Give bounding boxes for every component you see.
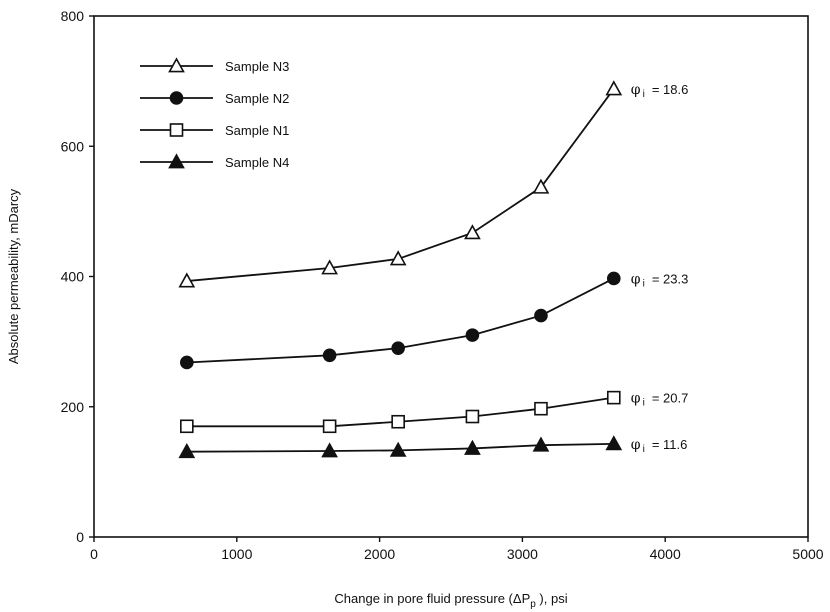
legend-marker [168, 153, 185, 169]
porosity-annotation: φ i = 23.3 [631, 271, 689, 289]
x-tick-label: 4000 [650, 546, 681, 562]
annotation-subscript: i [643, 89, 645, 100]
series-line [186, 88, 615, 282]
series-sample-n3 [178, 80, 623, 288]
data-point [465, 409, 480, 424]
series-line [186, 277, 615, 364]
series-line [186, 442, 614, 453]
data-point [465, 328, 480, 342]
data-point [391, 341, 405, 355]
x-tick-label: 5000 [792, 546, 823, 562]
legend-marker [169, 123, 184, 137]
annotations: φ i = 18.6φ i = 23.3φ i = 20.7φ i = 11.6 [631, 82, 689, 455]
x-tick-label: 0 [90, 546, 98, 562]
data-point [532, 436, 550, 452]
y-tick-label: 600 [61, 138, 85, 154]
data-point [321, 259, 338, 275]
annotation-symbol: φ [631, 391, 641, 407]
annotation-subscript: i [643, 398, 645, 409]
annotation-symbol: φ [631, 271, 641, 287]
data-point [532, 178, 550, 194]
legend-label: Sample N1 [225, 123, 289, 138]
annotation-value: = 18.6 [652, 82, 689, 97]
data-point [178, 443, 196, 459]
data-point [322, 419, 337, 434]
y-axis-title: Absolute permeability, mDarcy [6, 188, 21, 364]
x-tick-label: 2000 [364, 546, 395, 562]
y-tick-label: 200 [61, 399, 85, 415]
series-line [186, 396, 614, 428]
legend-entry: Sample N2 [140, 91, 289, 106]
data-point [606, 271, 621, 286]
x-tick-label: 3000 [507, 546, 538, 562]
x-axis-title-tail: ), psi [536, 591, 568, 606]
data-point [605, 80, 623, 96]
legend-entry: Sample N3 [140, 57, 289, 74]
data-point [534, 401, 548, 416]
annotation-symbol: φ [631, 82, 641, 98]
annotation-value: = 23.3 [652, 271, 689, 286]
data-point [534, 308, 548, 323]
porosity-annotation: φ i = 11.6 [631, 437, 688, 455]
annotation-value: = 11.6 [652, 437, 688, 452]
series-sample-n2 [180, 271, 621, 370]
legend-entry: Sample N4 [140, 153, 289, 170]
y-tick-label: 400 [61, 269, 85, 285]
annotation-symbol: φ [631, 437, 641, 453]
legend-entry: Sample N1 [140, 123, 289, 138]
legend-label: Sample N3 [225, 59, 289, 74]
legend: Sample N3 Sample N2 Sample N1 Sample N4 [140, 57, 289, 170]
plot-series [178, 80, 623, 459]
data-point [605, 435, 623, 451]
data-point [321, 442, 338, 458]
annotation-subscript: i [643, 278, 645, 289]
porosity-annotation: φ i = 20.7 [631, 391, 689, 409]
legend-marker [168, 57, 185, 73]
data-point [180, 419, 194, 434]
data-point [389, 441, 407, 457]
data-point [389, 250, 407, 266]
x-axis-title-delta: ΔP [513, 591, 530, 606]
data-point [606, 390, 621, 405]
data-point [180, 355, 194, 370]
data-point [178, 272, 196, 288]
data-point [391, 414, 405, 429]
legend-label: Sample N4 [225, 155, 289, 170]
annotation-subscript: i [643, 444, 645, 455]
y-axis: 0 200 400 600 800 [61, 8, 94, 545]
data-point [322, 348, 337, 363]
porosity-annotation: φ i = 18.6 [631, 82, 689, 100]
annotation-value: = 20.7 [652, 391, 689, 406]
x-axis-title-main: Change in pore fluid pressure ( [334, 591, 513, 606]
x-tick-label: 1000 [221, 546, 252, 562]
series-sample-n4 [178, 435, 623, 459]
y-tick-label: 0 [76, 529, 84, 545]
y-tick-label: 800 [61, 8, 85, 24]
x-axis-title: Change in pore fluid pressure (ΔPp ), ps… [334, 591, 567, 610]
data-point [464, 439, 481, 455]
data-point [464, 224, 481, 240]
x-axis-title-sub: p [530, 599, 536, 610]
plot-frame [93, 15, 809, 538]
x-axis: 0 1000 2000 3000 4000 5000 [90, 537, 824, 562]
legend-marker [169, 91, 184, 105]
legend-label: Sample N2 [225, 91, 289, 106]
series-sample-n1 [180, 390, 621, 434]
